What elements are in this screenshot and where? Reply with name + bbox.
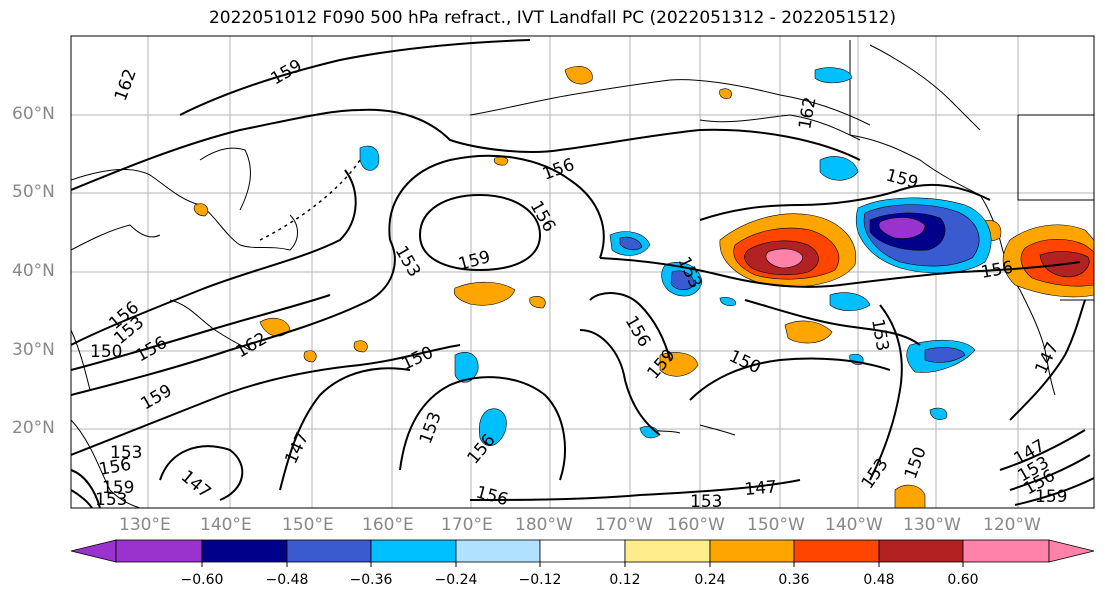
- contour-label: 156: [474, 483, 511, 511]
- lat-label: 30°N: [12, 340, 55, 360]
- lon-label: 120°W: [983, 515, 1041, 535]
- lon-label: 140°E: [200, 515, 252, 535]
- colorbar-tick-label: −0.48: [265, 572, 309, 588]
- contour-label: 153: [110, 443, 142, 463]
- colorbar: [70, 539, 1095, 567]
- lon-label: 160°W: [667, 515, 725, 535]
- contour-label: 147: [177, 467, 215, 503]
- contour-label: 159: [1035, 487, 1067, 507]
- contour-label: 147: [744, 477, 778, 500]
- contour-label: 150: [399, 343, 437, 375]
- contour-label: 162: [233, 329, 271, 363]
- contour-label: 153: [858, 455, 893, 493]
- lat-label: 20°N: [12, 418, 55, 438]
- lat-label: 50°N: [12, 182, 55, 202]
- colorbar-tick-label: 0.48: [863, 572, 895, 588]
- contour-label: 159: [268, 56, 306, 90]
- colorbar-tick-label: 0.60: [947, 572, 979, 588]
- contour-label: 156: [979, 258, 1014, 283]
- contour-label: 153: [95, 490, 127, 510]
- contour-label: 153: [867, 317, 892, 352]
- contour-label: 159: [884, 166, 921, 194]
- lon-label: 130°W: [903, 515, 961, 535]
- colorbar-tick-label: −0.36: [349, 572, 393, 588]
- colorbar-tick-label: −0.60: [180, 572, 224, 588]
- lon-label: 130°E: [119, 515, 171, 535]
- contour-label: 147: [281, 429, 313, 467]
- ivt-negative-regions: [359, 67, 992, 446]
- contour-labels: 162 159 156 156 153 159 153 162 159 156 …: [90, 56, 1067, 512]
- contour-label: 150: [901, 444, 931, 481]
- contour-label: 156: [133, 333, 171, 367]
- contour-label: 153: [690, 492, 722, 512]
- colorbar-tick-label: −0.12: [518, 572, 562, 588]
- contour-label: 147: [1031, 339, 1063, 377]
- lat-label: 40°N: [12, 261, 55, 281]
- lon-label: 180°W: [515, 515, 573, 535]
- contour-label: 150: [90, 342, 122, 362]
- contour-label: 159: [138, 381, 176, 415]
- colorbar-tick-label: 0.24: [694, 572, 726, 588]
- dashed-line: [259, 159, 361, 241]
- lon-label: 160°E: [362, 515, 414, 535]
- colorbar-extend-high: [1048, 539, 1095, 563]
- map-frame: [70, 35, 1095, 509]
- contour-label: 156: [621, 313, 655, 351]
- colorbar-tick-label: 0.12: [609, 572, 641, 588]
- lon-label: 150°W: [747, 515, 805, 535]
- contour-label: 162: [111, 66, 141, 103]
- colorbar-tick-label: −0.24: [434, 572, 478, 588]
- colorbar-extend-low: [70, 539, 117, 563]
- contour-label: 153: [416, 409, 446, 446]
- lon-label: 170°W: [595, 515, 653, 535]
- lon-label: 140°W: [825, 515, 883, 535]
- refractivity-contours: [71, 39, 1094, 508]
- contour-label: 156: [526, 198, 560, 236]
- contour-label: 159: [102, 478, 134, 498]
- contour-label: 156: [97, 455, 132, 480]
- lon-label: 150°E: [282, 515, 334, 535]
- ivt-positive-regions: [193, 66, 1094, 508]
- map-title: 2022051012 F090 500 hPa refract., IVT La…: [208, 8, 896, 28]
- contour-label: 162: [795, 95, 820, 130]
- lon-label: 170°E: [441, 515, 493, 535]
- coastlines: [71, 40, 1094, 508]
- lat-label: 60°N: [12, 104, 55, 124]
- colorbar-tick-label: 0.36: [778, 572, 810, 588]
